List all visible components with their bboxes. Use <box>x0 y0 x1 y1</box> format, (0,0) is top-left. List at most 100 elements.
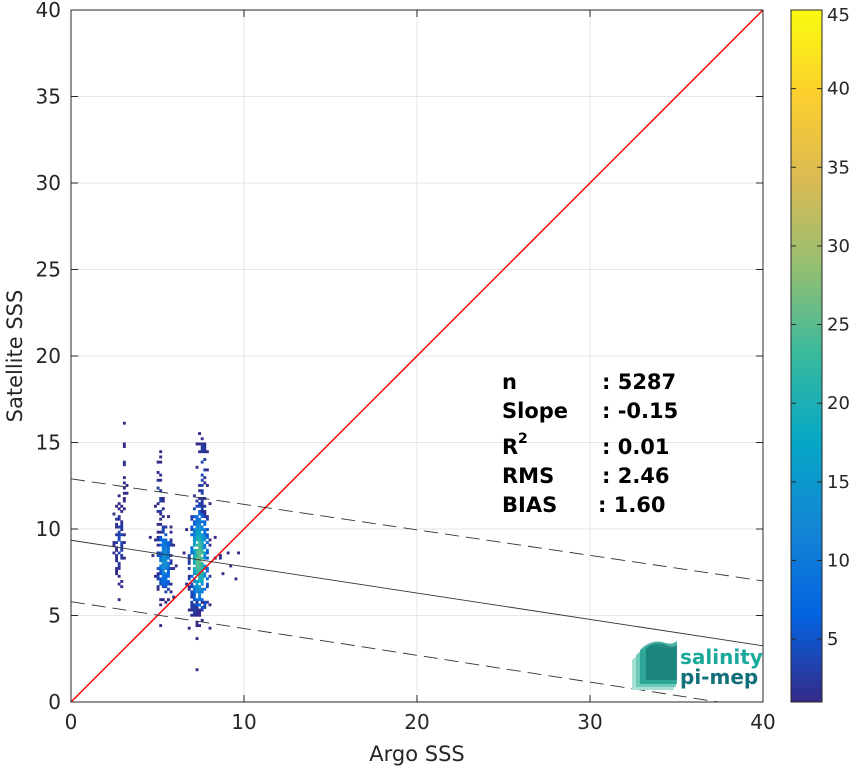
heatmap-cell <box>200 605 204 609</box>
heatmap-cell <box>164 574 168 578</box>
heatmap-cell <box>112 512 116 516</box>
heatmap-cell <box>195 624 199 628</box>
heatmap-cell <box>187 567 191 570</box>
heatmap-cell <box>190 574 194 578</box>
heatmap-cell <box>115 548 119 552</box>
heatmap-cell <box>200 551 204 555</box>
heatmap-cell <box>159 603 163 607</box>
heatmap-cell <box>115 567 119 570</box>
heatmap-cell <box>195 535 199 539</box>
heatmap-cell <box>120 580 124 583</box>
heatmap-cell <box>195 465 199 469</box>
heatmap-cell <box>122 481 126 485</box>
stat-n-value: : 5287 <box>602 370 676 394</box>
heatmap-cell <box>190 525 194 529</box>
heatmap-cell <box>161 574 165 578</box>
heatmap-cell <box>122 463 126 467</box>
heatmap-cell <box>203 605 207 609</box>
heatmap-cell <box>200 525 204 529</box>
heatmap-cell <box>156 567 160 570</box>
heatmap-cell <box>120 556 124 560</box>
heatmap-cell <box>198 543 202 547</box>
heatmap-cell <box>195 554 199 557</box>
heatmap-cell <box>198 564 202 568</box>
heatmap-cell <box>195 582 199 586</box>
heatmap-cell <box>187 559 191 563</box>
logo-wave-icon <box>632 641 677 690</box>
y-tick-label: 40 <box>36 0 61 22</box>
heatmap-cell <box>198 517 202 521</box>
colorbar-tick-label: 10 <box>827 550 850 571</box>
heatmap-cell <box>164 572 168 576</box>
heatmap-cell <box>169 590 173 594</box>
heatmap-cell <box>156 577 160 581</box>
heatmap-cell <box>192 603 196 607</box>
heatmap-cell <box>192 587 196 591</box>
heatmap-cell <box>205 577 209 581</box>
heatmap-cell <box>187 554 191 557</box>
heatmap-cell <box>117 564 121 568</box>
heatmap-cell <box>159 455 163 459</box>
heatmap-cell <box>195 522 199 526</box>
colorbar-tick-label: 25 <box>827 315 850 336</box>
heatmap-cell <box>167 598 170 602</box>
heatmap-cell <box>195 533 199 537</box>
heatmap-cell <box>112 543 116 547</box>
heatmap-cell <box>122 507 126 511</box>
heatmap-cell <box>112 541 116 545</box>
heatmap-cell <box>156 538 160 542</box>
heatmap-cell <box>117 561 121 565</box>
heatmap-cell <box>156 543 160 547</box>
heatmap-cell <box>190 600 194 604</box>
heatmap-cell <box>200 541 204 545</box>
heatmap-cell <box>198 541 202 545</box>
heatmap-cell <box>159 489 163 493</box>
heatmap-cell <box>164 564 168 568</box>
heatmap-cell <box>156 535 160 539</box>
heatmap-cell <box>161 515 165 519</box>
heatmap-cell <box>195 564 199 568</box>
axis-ticks: 0 10 20 30 40 0 5 10 15 20 25 30 35 40 <box>36 0 776 734</box>
heatmap-cell <box>198 603 202 607</box>
heatmap-cell <box>205 541 209 545</box>
heatmap-cell <box>122 442 126 446</box>
heatmap-cell <box>159 556 163 560</box>
heatmap-cell <box>205 556 209 560</box>
heatmap-cell <box>164 525 168 529</box>
heatmap-cell <box>203 554 207 557</box>
heatmap-cell <box>203 447 207 451</box>
heatmap-cell <box>190 595 194 599</box>
heatmap-cell <box>200 520 204 524</box>
heatmap-cell <box>203 551 207 555</box>
heatmap-cell <box>159 577 163 581</box>
heatmap-cell <box>200 590 204 594</box>
heatmap-cell <box>156 522 160 526</box>
stat-rms-value: : 2.46 <box>602 464 670 488</box>
heatmap-cell <box>167 551 170 555</box>
heatmap-cell <box>200 577 204 581</box>
heatmap-cell <box>164 543 168 547</box>
heatmap-cell <box>203 476 207 480</box>
heatmap-cell <box>192 548 196 552</box>
heatmap-cell <box>195 637 199 641</box>
identity-line <box>71 10 763 702</box>
heatmap-cell <box>195 598 199 602</box>
heatmap-cell <box>205 535 209 539</box>
heatmap-cell <box>156 572 160 576</box>
heatmap-cell <box>169 530 173 534</box>
heatmap-cell <box>120 533 124 537</box>
x-tick-label: 10 <box>231 710 256 734</box>
heatmap-cell <box>190 605 194 609</box>
heatmap-cell <box>195 515 199 519</box>
heatmap-cell <box>117 525 121 529</box>
heatmap-cell <box>198 442 202 446</box>
heatmap-cell <box>164 590 168 594</box>
heatmap-cell <box>161 559 165 563</box>
heatmap-cell <box>198 580 202 583</box>
heatmap-cell <box>185 528 189 532</box>
y-tick-label: 20 <box>36 344 61 368</box>
heatmap-cell <box>167 561 170 565</box>
salinity-pimep-logo: salinity pi-mep <box>632 641 763 690</box>
heatmap-cell <box>203 535 207 539</box>
